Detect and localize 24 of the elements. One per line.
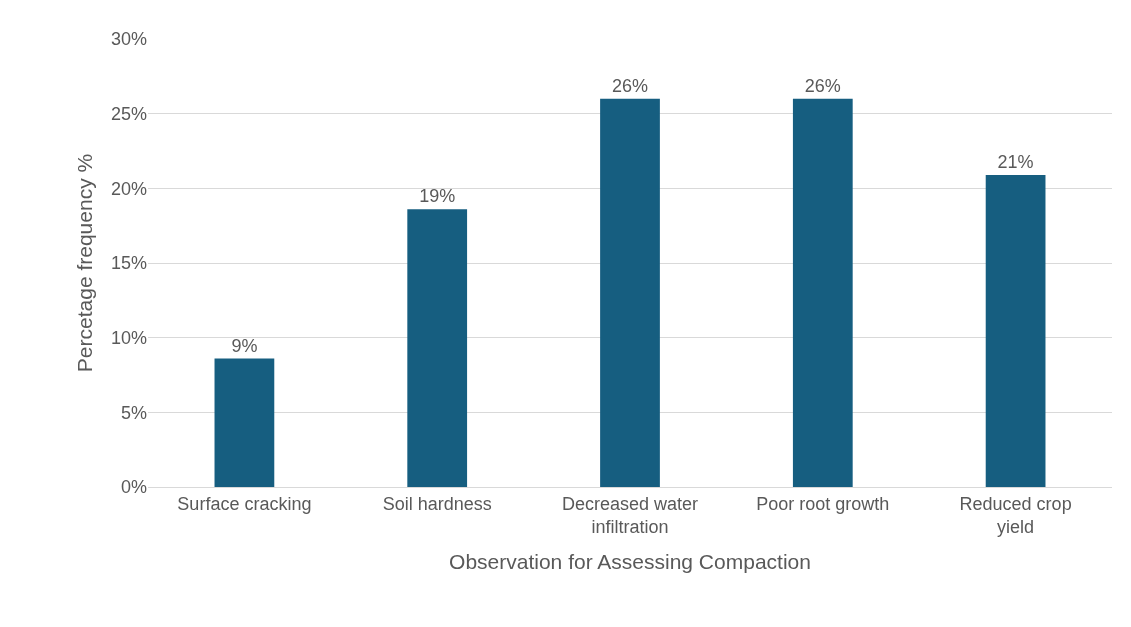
x-tick-label: Poor root growth [756, 493, 890, 514]
data-label: 19% [419, 186, 456, 207]
data-label: 21% [997, 151, 1034, 172]
data-label: 9% [231, 335, 258, 356]
x-axis-title: Observation for Assessing Compaction [449, 550, 811, 574]
bar [792, 98, 853, 487]
data-label: 26% [804, 75, 841, 96]
x-tick-label: Surface cracking [177, 493, 312, 514]
y-tick-label: 15% [110, 253, 147, 274]
y-tick-label: 20% [110, 178, 147, 199]
bar [214, 358, 275, 487]
y-tick-label: 0% [120, 477, 147, 498]
x-tick-label: Reduced crop yield [959, 493, 1072, 537]
y-tick-label: 10% [110, 327, 147, 348]
y-tick-label: 5% [120, 402, 147, 423]
y-tick-label: 30% [110, 29, 147, 50]
bar [600, 98, 660, 487]
x-tick-label: Soil hardness [382, 493, 492, 514]
y-tick-label: 25% [110, 103, 147, 124]
y-axis-title: Percetage frequency % [73, 153, 97, 373]
bar [407, 209, 468, 487]
x-tick-label: Decreased water infiltration [561, 493, 699, 537]
data-label: 26% [611, 75, 649, 96]
bar [985, 174, 1046, 487]
